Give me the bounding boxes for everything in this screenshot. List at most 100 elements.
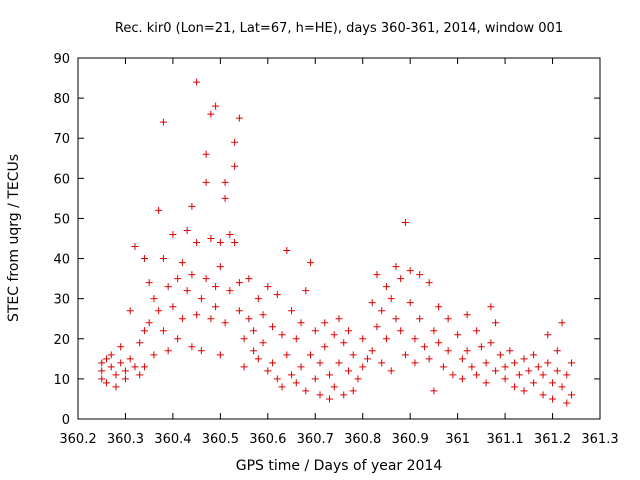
y-tick-label: 40 bbox=[53, 253, 70, 268]
data-point bbox=[250, 347, 258, 355]
plot-frame bbox=[77, 57, 601, 420]
x-tick-label: 360.8 bbox=[344, 432, 381, 447]
data-point bbox=[392, 315, 400, 323]
data-point bbox=[496, 351, 504, 359]
data-point bbox=[473, 371, 481, 379]
data-point bbox=[454, 331, 462, 339]
data-point bbox=[311, 327, 319, 335]
data-point bbox=[544, 331, 552, 339]
data-point bbox=[98, 359, 106, 367]
data-point bbox=[378, 307, 386, 315]
data-point bbox=[368, 347, 376, 355]
data-point bbox=[278, 331, 286, 339]
data-point bbox=[136, 371, 144, 379]
y-tick-label: 0 bbox=[62, 413, 70, 428]
data-point bbox=[411, 335, 419, 343]
data-point bbox=[435, 303, 443, 311]
data-point bbox=[254, 355, 262, 363]
data-point bbox=[164, 347, 172, 355]
data-point bbox=[344, 327, 352, 335]
data-point bbox=[568, 359, 576, 367]
data-points bbox=[98, 78, 576, 407]
data-point bbox=[188, 271, 196, 279]
data-point bbox=[326, 395, 334, 403]
data-point bbox=[254, 295, 262, 303]
data-point bbox=[511, 383, 519, 391]
data-point bbox=[330, 383, 338, 391]
data-point bbox=[117, 343, 125, 351]
data-point bbox=[501, 363, 509, 371]
data-point bbox=[231, 162, 239, 170]
data-point bbox=[231, 138, 239, 146]
data-point bbox=[444, 347, 452, 355]
data-point bbox=[354, 375, 362, 383]
data-point bbox=[302, 387, 310, 395]
data-point bbox=[169, 303, 177, 311]
data-point bbox=[174, 335, 182, 343]
data-point bbox=[131, 363, 139, 371]
data-point bbox=[382, 283, 390, 291]
x-tick-label: 360.5 bbox=[202, 432, 239, 447]
x-tick-label: 361 bbox=[445, 432, 470, 447]
data-point bbox=[140, 255, 148, 263]
data-point bbox=[159, 255, 167, 263]
data-point bbox=[193, 239, 201, 247]
data-point bbox=[563, 371, 571, 379]
data-point bbox=[430, 387, 438, 395]
data-point bbox=[473, 327, 481, 335]
data-point bbox=[212, 283, 220, 291]
data-point bbox=[392, 263, 400, 271]
data-point bbox=[316, 359, 324, 367]
data-point bbox=[387, 367, 395, 375]
data-point bbox=[482, 379, 490, 387]
data-point bbox=[174, 275, 182, 283]
data-point bbox=[155, 206, 163, 214]
data-point bbox=[387, 295, 395, 303]
data-point bbox=[102, 355, 110, 363]
data-point bbox=[159, 327, 167, 335]
data-point bbox=[102, 379, 110, 387]
data-point bbox=[183, 287, 191, 295]
data-point bbox=[216, 239, 224, 247]
data-point bbox=[397, 275, 405, 283]
data-point bbox=[207, 110, 215, 118]
data-point bbox=[458, 355, 466, 363]
data-point bbox=[544, 359, 552, 367]
data-point bbox=[250, 327, 258, 335]
data-point bbox=[107, 363, 115, 371]
data-point bbox=[349, 351, 357, 359]
data-point bbox=[363, 355, 371, 363]
data-point bbox=[463, 347, 471, 355]
x-tick-label: 361.2 bbox=[534, 432, 571, 447]
data-point bbox=[307, 259, 315, 267]
data-point bbox=[406, 267, 414, 275]
data-point bbox=[449, 371, 457, 379]
data-point bbox=[359, 363, 367, 371]
data-point bbox=[406, 299, 414, 307]
y-tick-label: 10 bbox=[53, 373, 70, 388]
data-point bbox=[202, 178, 210, 186]
data-point bbox=[283, 351, 291, 359]
data-point bbox=[359, 335, 367, 343]
data-point bbox=[240, 335, 248, 343]
data-point bbox=[136, 339, 144, 347]
data-point bbox=[420, 343, 428, 351]
data-point bbox=[297, 363, 305, 371]
data-point bbox=[188, 343, 196, 351]
data-point bbox=[235, 279, 243, 287]
data-point bbox=[430, 327, 438, 335]
data-point bbox=[344, 367, 352, 375]
data-point bbox=[131, 243, 139, 251]
data-point bbox=[530, 351, 538, 359]
data-point bbox=[283, 247, 291, 255]
data-point bbox=[155, 307, 163, 315]
data-point bbox=[439, 363, 447, 371]
data-point bbox=[368, 299, 376, 307]
data-point bbox=[207, 235, 215, 242]
data-point bbox=[335, 315, 343, 323]
data-point bbox=[269, 359, 277, 367]
data-point bbox=[212, 303, 220, 311]
data-point bbox=[269, 323, 277, 331]
data-point bbox=[150, 351, 158, 359]
data-point bbox=[193, 311, 201, 319]
